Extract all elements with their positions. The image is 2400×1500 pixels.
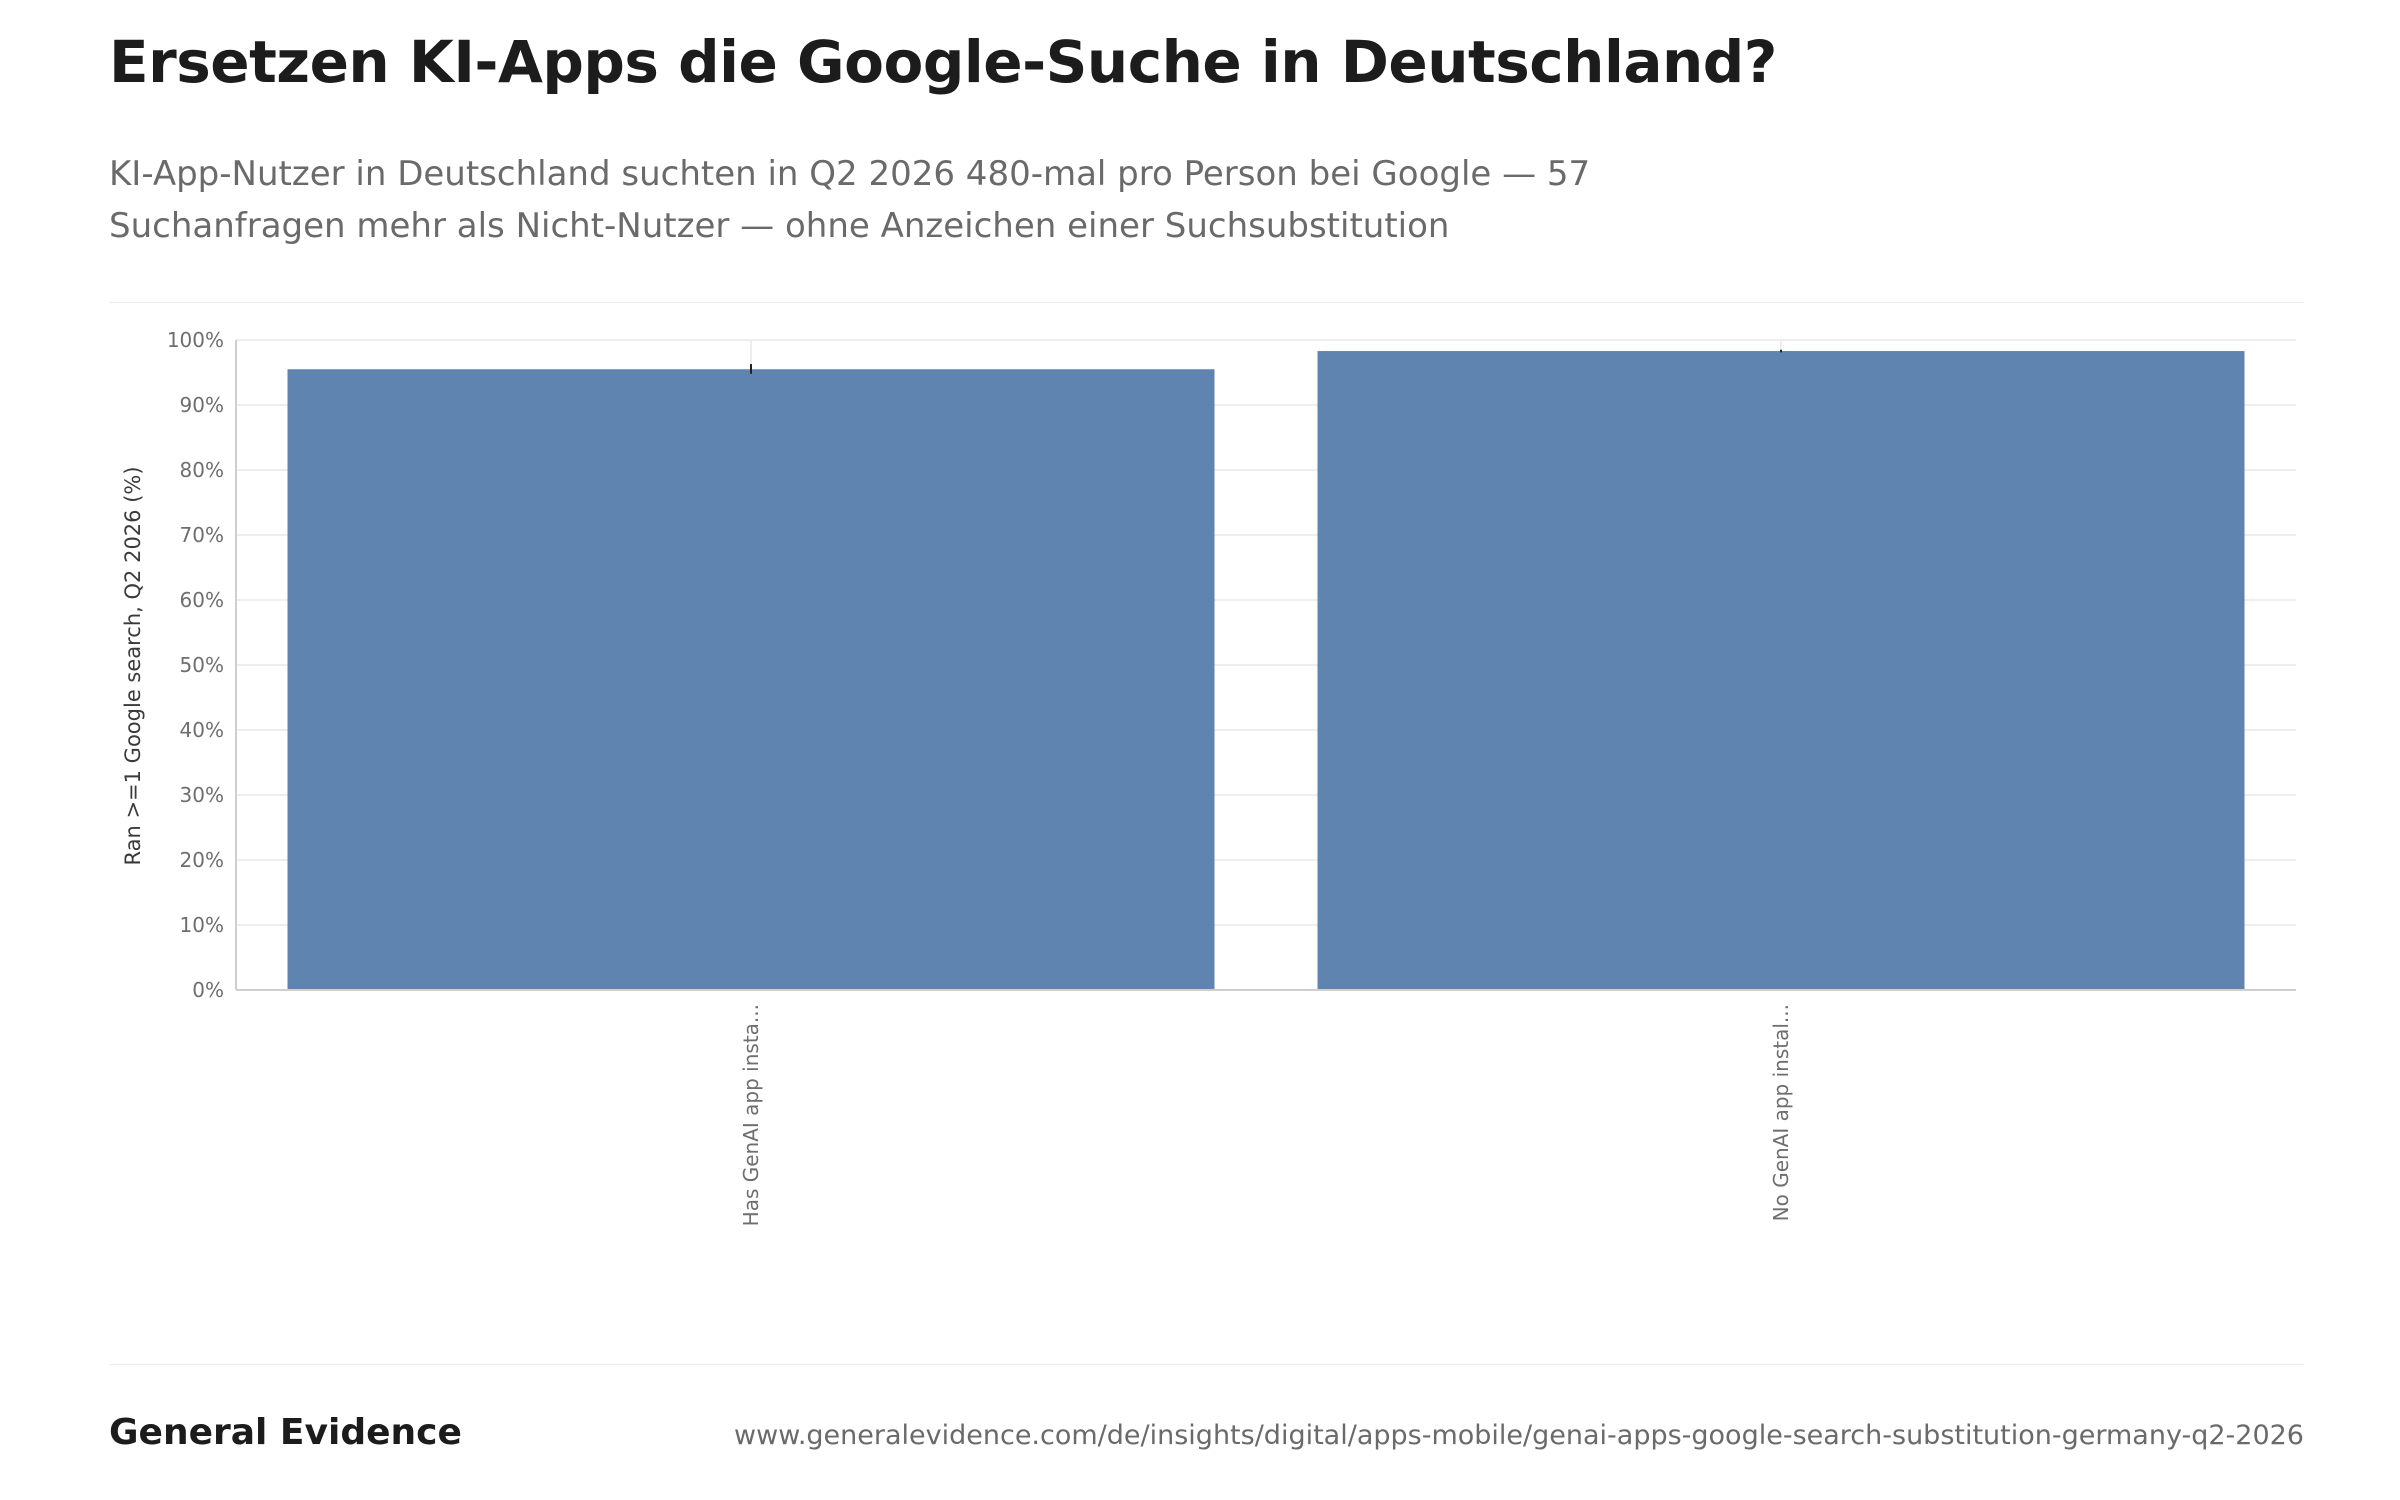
x-tick-label: Has GenAI app insta... [739,1004,763,1226]
y-tick-label: 30% [180,783,224,807]
y-tick-label: 100% [167,328,224,352]
y-tick-label: 50% [180,653,224,677]
y-tick-label: 60% [180,588,224,612]
bottom-divider [109,1364,2304,1365]
bar-1 [1317,351,2245,990]
y-tick-label: 90% [180,393,224,417]
chart-subtitle: KI-App-Nutzer in Deutschland suchten in … [109,154,1591,246]
chart-title: Ersetzen KI-Apps die Google-Suche in Deu… [109,28,1777,96]
tick-labels: 0% 10% 20% 30% 40% 50% 60% 70% 80% 90% 100% Has Gen… [167,328,1793,1226]
y-tick-label: 0% [192,978,224,1002]
y-tick-label: 10% [180,913,224,937]
y-tick-label: 70% [180,523,224,547]
bar-chart: 0% 10% 20% 30% 40% 50% 60% 70% 80% 90% 100% Has Gen… [121,328,2296,1226]
y-tick-label: 40% [180,718,224,742]
bar-0 [287,369,1215,990]
axes [235,340,2296,991]
brand-logo-text: General Evidence [109,1412,462,1453]
x-tick-label: No GenAI app instal... [1769,1004,1793,1221]
y-axis-title: Ran >=1 Google search, Q2 2026 (%) [121,466,145,865]
y-tick-label: 80% [180,458,224,482]
source-url: www.generalevidence.com/de/insights/digi… [734,1420,2304,1451]
bars [287,349,2245,990]
y-tick-label: 20% [180,848,224,872]
top-divider [109,302,2304,303]
